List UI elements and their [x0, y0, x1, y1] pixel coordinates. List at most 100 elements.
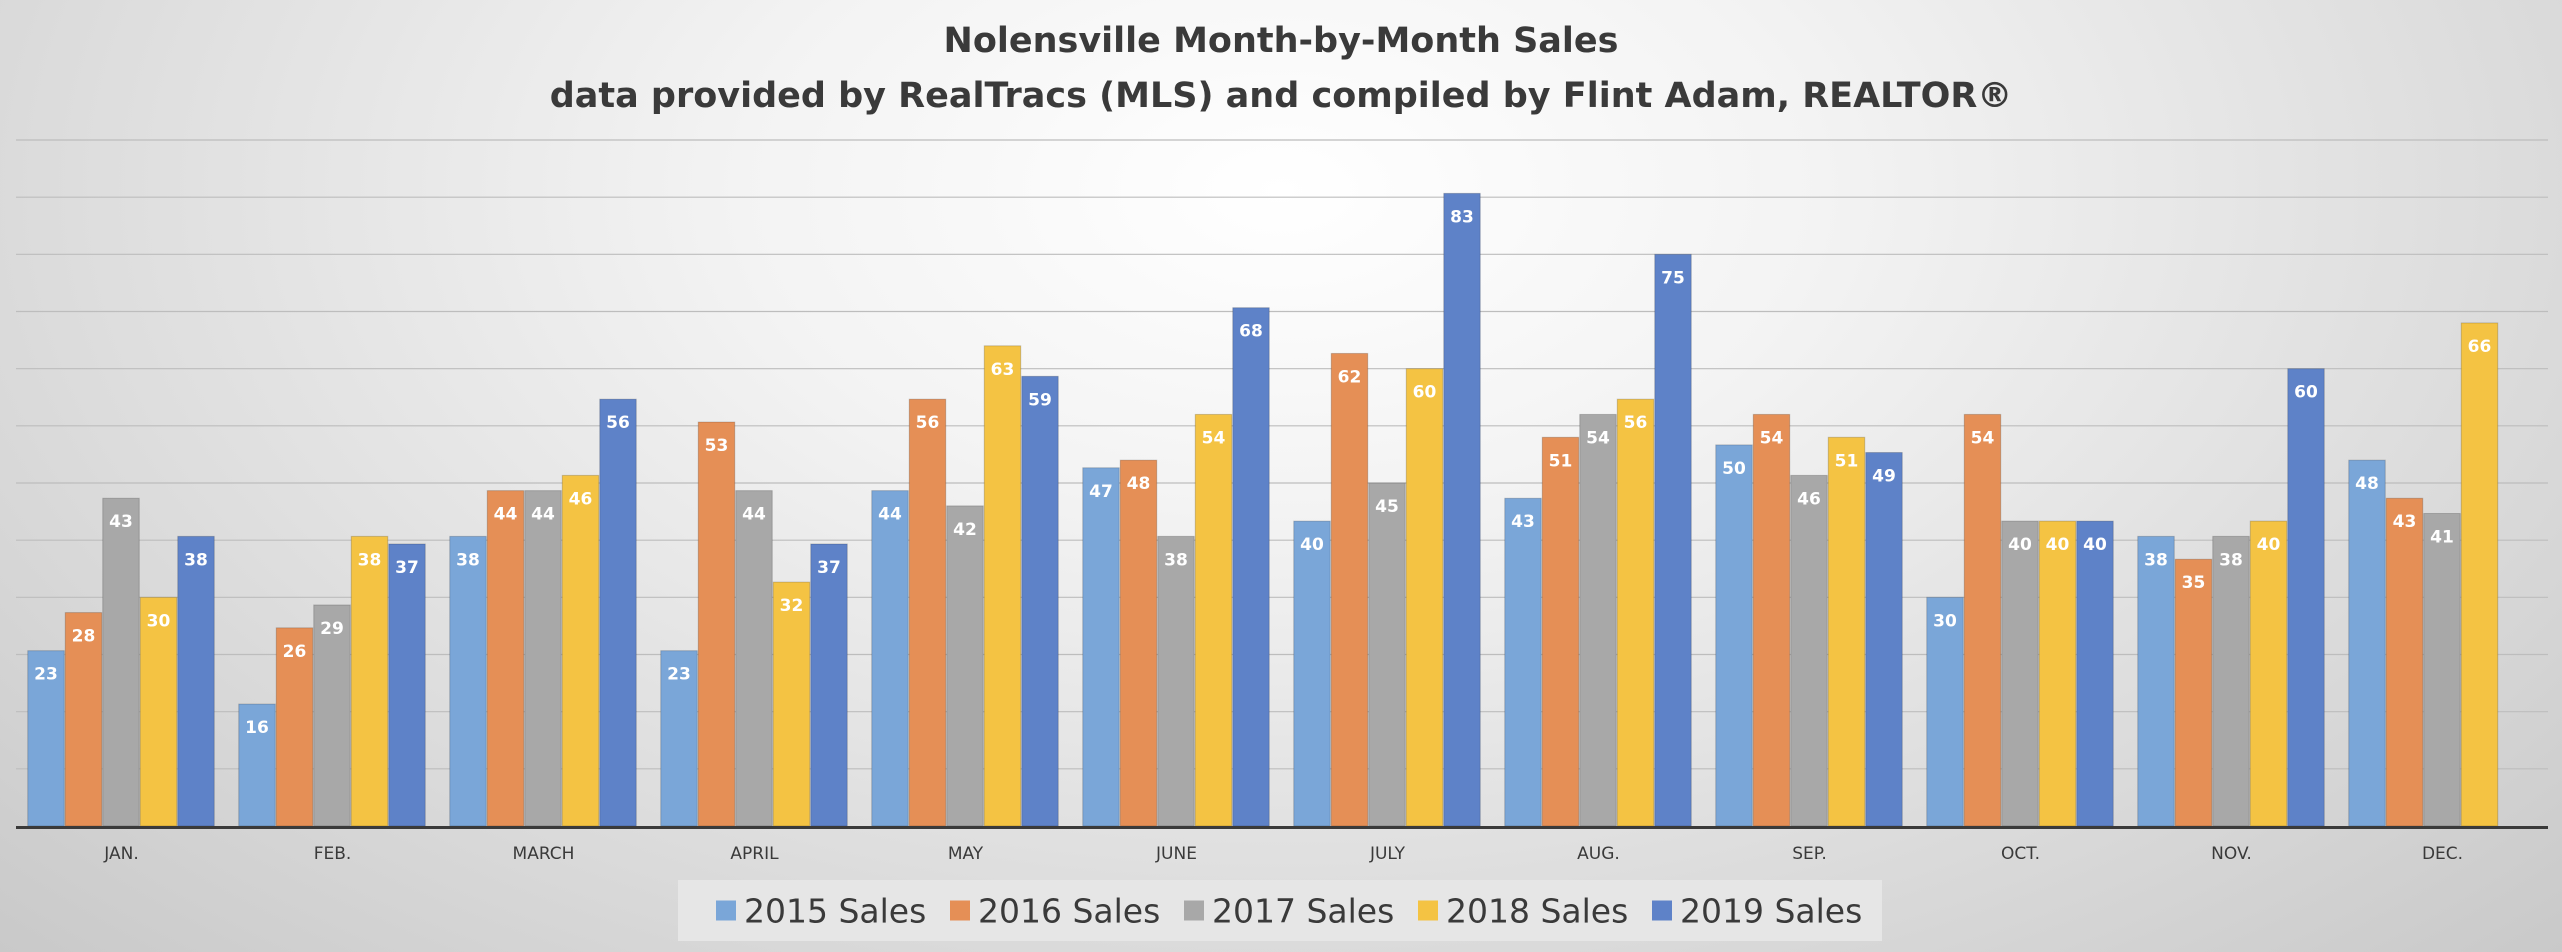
data-labels: 23 28 43 30 38 16 26 29 38 37 38 44 44 46 56 23 53 44 32 37…	[34, 207, 2491, 738]
bar	[1790, 474, 1828, 827]
legend-entry[interactable]: 2018 Sales	[1446, 892, 1628, 931]
data-label: 30	[147, 611, 171, 631]
data-label: 30	[1933, 611, 1957, 631]
data-label: 63	[991, 360, 1015, 380]
data-label: 54	[1202, 428, 1226, 448]
legend-swatch[interactable]	[716, 900, 736, 921]
legend-box	[678, 880, 1882, 941]
bar	[238, 703, 276, 827]
bar	[1963, 413, 2002, 827]
bar	[102, 497, 140, 827]
bar	[946, 505, 984, 827]
bar	[871, 490, 909, 827]
legend-swatch[interactable]	[950, 900, 970, 921]
data-label: 41	[2430, 527, 2454, 547]
x-tick-label: SEP.	[1792, 844, 1827, 864]
legend-swatch[interactable]	[1418, 900, 1438, 921]
data-label: 32	[780, 596, 804, 616]
data-label: 38	[2144, 550, 2168, 570]
bar	[735, 490, 773, 827]
bar	[177, 535, 215, 827]
data-label: 44	[531, 505, 555, 525]
x-tick-label: OCT.	[2001, 844, 2040, 864]
data-label: 16	[245, 718, 269, 738]
bar	[810, 543, 848, 827]
legend-entry[interactable]: 2016 Sales	[978, 892, 1160, 931]
data-label: 38	[456, 550, 480, 570]
bar	[64, 612, 103, 827]
data-label: 44	[742, 505, 766, 525]
data-label: 60	[2294, 383, 2318, 403]
bar	[2423, 512, 2461, 827]
data-label: 44	[878, 505, 902, 525]
data-label: 60	[1413, 383, 1437, 403]
data-label: 23	[34, 665, 58, 685]
bar	[1405, 368, 1444, 827]
x-tick-label: MARCH	[513, 844, 575, 864]
gridlines	[16, 139, 2548, 770]
x-tick-label: DEC.	[2422, 844, 2463, 864]
data-label: 40	[2046, 535, 2070, 555]
data-label: 51	[1835, 451, 1859, 471]
bar	[599, 398, 637, 827]
x-tick-label: JULY	[1369, 844, 1406, 864]
bar	[1082, 467, 1120, 827]
bar	[350, 535, 389, 827]
data-label: 44	[494, 505, 518, 525]
legend[interactable]: 2015 Sales 2016 Sales 2017 Sales 2018 Sales…	[678, 880, 1882, 941]
bar	[1504, 497, 1542, 827]
legend-entry[interactable]: 2019 Sales	[1680, 892, 1862, 931]
legend-entry[interactable]: 2015 Sales	[744, 892, 926, 931]
bar	[2137, 535, 2175, 827]
data-label: 28	[72, 627, 96, 647]
bar	[2385, 497, 2424, 827]
data-label: 46	[1797, 489, 1821, 509]
data-label: 56	[916, 413, 940, 433]
data-label: 40	[2083, 535, 2107, 555]
bar	[1330, 352, 1369, 827]
data-label: 48	[2355, 474, 2379, 494]
data-label: 54	[1760, 428, 1784, 448]
data-label: 46	[569, 489, 593, 509]
bar	[1865, 452, 1903, 827]
data-label: 53	[705, 436, 729, 456]
data-label: 42	[953, 520, 977, 540]
data-label: 43	[2393, 512, 2417, 532]
bar	[2249, 520, 2288, 827]
bar	[2287, 368, 2325, 827]
data-label: 54	[1971, 428, 1995, 448]
bar	[2001, 520, 2039, 827]
bar	[2212, 535, 2250, 827]
legend-swatch[interactable]	[1184, 900, 1204, 921]
bar	[1654, 253, 1692, 827]
bar	[1715, 444, 1753, 827]
data-label: 49	[1872, 467, 1896, 487]
bar	[1157, 535, 1195, 827]
bar	[1232, 307, 1270, 827]
legend-swatch[interactable]	[1652, 900, 1672, 921]
data-label: 38	[184, 550, 208, 570]
chart-subtitle: data provided by RealTracs (MLS) and com…	[550, 76, 2013, 116]
data-label: 38	[2219, 550, 2243, 570]
bar	[2174, 558, 2213, 827]
bar	[2076, 520, 2114, 827]
data-label: 35	[2182, 573, 2206, 593]
bar	[449, 535, 487, 827]
x-tick-label: JAN.	[103, 844, 138, 864]
bar	[1119, 459, 1158, 827]
bar	[983, 345, 1022, 827]
data-label: 40	[2257, 535, 2281, 555]
data-label: 50	[1722, 459, 1746, 479]
bar	[27, 650, 65, 827]
bar	[908, 398, 947, 827]
bar	[1541, 436, 1580, 827]
bar	[2348, 459, 2386, 827]
bar	[1368, 482, 1406, 827]
x-tick-labels: JAN. FEB. MARCH APRIL MAY JUNE JULY AUG. SEP. OCT…	[103, 844, 2463, 864]
legend-entry[interactable]: 2017 Sales	[1212, 892, 1394, 931]
bar	[524, 490, 562, 827]
bar	[1752, 413, 1791, 827]
data-label: 40	[2008, 535, 2032, 555]
data-label: 56	[606, 413, 630, 433]
bar	[2460, 322, 2499, 827]
